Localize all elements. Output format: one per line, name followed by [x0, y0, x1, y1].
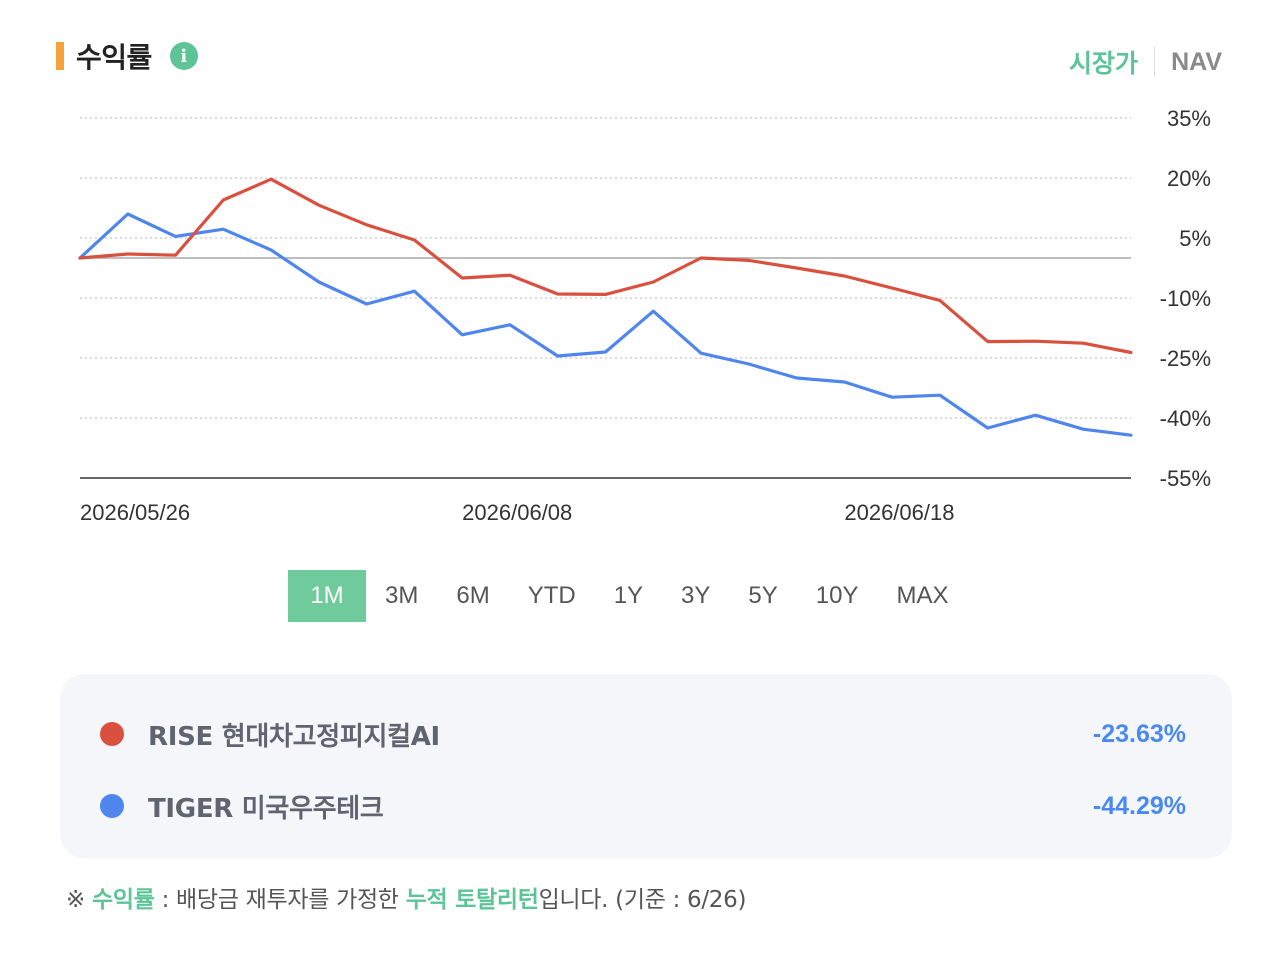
legend-dot-blue	[100, 794, 124, 818]
footnote-suffix: 입니다. (기준 : 6/26)	[538, 887, 747, 913]
chart-series	[78, 177, 1133, 437]
chart-grid	[80, 117, 1131, 479]
y-tick-label: -40%	[1160, 406, 1211, 431]
period-button-max[interactable]: MAX	[896, 582, 949, 609]
period-button-3y[interactable]: 3Y	[681, 582, 711, 609]
footnote-emphasis: 누적 토탈리턴	[405, 887, 539, 913]
footnote: ※ 수익률 : 배당금 재투자를 가정한 누적 토탈리턴입니다. (기준 : 6…	[66, 880, 746, 914]
section-header: 수익률 i	[56, 36, 198, 76]
x-tick-label: 2026/06/08	[462, 500, 572, 525]
period-button-ytd[interactable]: YTD	[527, 582, 576, 609]
period-button-10y[interactable]: 10Y	[815, 582, 859, 609]
legend-row-rise: RISE 현대차고정피지컬AI -23.63%	[100, 714, 1186, 754]
legend-return-value: -44.29%	[1092, 791, 1186, 820]
legend-name: TIGER 미국우주테크	[148, 793, 384, 824]
footnote-term: 수익률	[91, 887, 155, 913]
nav-tab[interactable]: NAV	[1171, 47, 1222, 76]
y-axis-ticks: 35% 20% 5% -10% -25% -40% -55%	[1160, 106, 1211, 491]
x-tick-label: 2026/06/18	[844, 500, 954, 525]
period-button-3m[interactable]: 3M	[385, 582, 419, 609]
period-button-1y[interactable]: 1Y	[613, 582, 644, 609]
legend-dot-red	[100, 722, 124, 746]
legend-name: RISE 현대차고정피지컬AI	[148, 721, 440, 752]
period-button-1m[interactable]: 1M	[288, 570, 366, 622]
return-line-chart: 35%20%5%-10%-25%-40%-55% 2026/05/26 2026/…	[78, 106, 1211, 525]
market-price-tab[interactable]: 시장가	[1069, 49, 1139, 78]
x-tick-label: 2026/05/26	[80, 500, 190, 525]
y-tick-label: -25%	[1160, 346, 1211, 371]
legend-panel: RISE 현대차고정피지컬AI -23.63% TIGER 미국우주테크 -44…	[60, 674, 1232, 858]
legend-row-tiger: TIGER 미국우주테크 -44.29%	[100, 786, 1186, 826]
x-axis-ticks: 2026/05/26 2026/06/08 2026/06/18	[80, 500, 954, 525]
info-icon[interactable]: i	[169, 42, 198, 70]
footnote-prefix: ※	[66, 887, 92, 913]
toggle-divider	[1154, 47, 1156, 77]
period-selector: 1M 3M 6M YTD 1Y 3Y 5Y 10Y MAX	[288, 570, 967, 622]
y-tick-label: 5%	[1179, 226, 1211, 251]
footnote-middle: : 배당금 재투자를 가정한	[154, 887, 406, 913]
series-line-rise	[78, 177, 1133, 355]
period-button-5y[interactable]: 5Y	[748, 582, 778, 609]
y-tick-label: -55%	[1160, 466, 1211, 491]
legend-return-value: -23.63%	[1092, 719, 1186, 748]
section-title: 수익률	[76, 41, 152, 74]
title-accent-bar	[56, 42, 64, 70]
y-tick-label: -10%	[1160, 286, 1211, 311]
y-tick-label: 20%	[1167, 166, 1211, 191]
period-button-6m[interactable]: 6M	[456, 582, 490, 609]
series-line-tiger	[78, 212, 1133, 437]
price-type-toggle: 시장가 NAV	[1069, 44, 1222, 80]
y-tick-label: 35%	[1167, 106, 1211, 131]
